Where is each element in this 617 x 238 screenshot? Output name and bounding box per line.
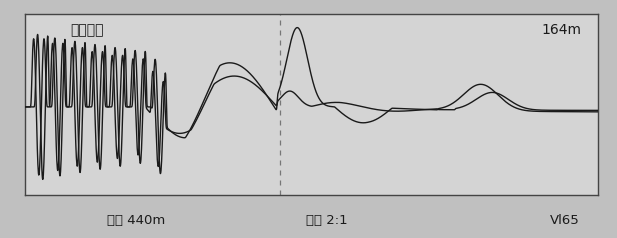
Text: 比例 2:1: 比例 2:1 xyxy=(306,214,348,227)
Text: 低压脉冲: 低压脉冲 xyxy=(70,23,104,37)
Text: Vl65: Vl65 xyxy=(550,214,580,227)
Text: 范围 440m: 范围 440m xyxy=(107,214,165,227)
Text: 164m: 164m xyxy=(541,23,581,37)
